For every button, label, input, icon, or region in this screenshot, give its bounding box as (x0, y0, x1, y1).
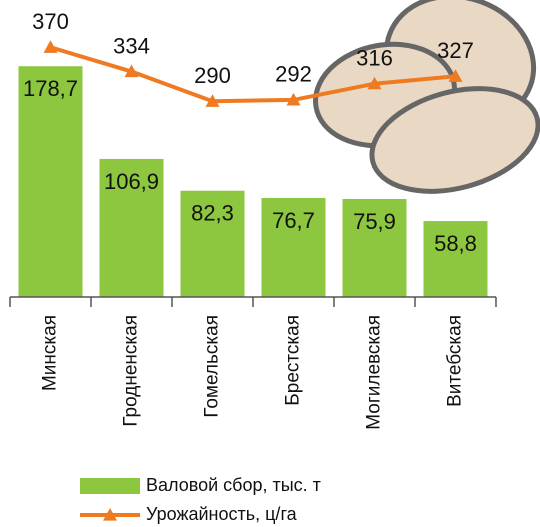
line-value-label: 370 (32, 9, 69, 34)
bar-value-label: 106,9 (104, 169, 159, 194)
bar (180, 190, 245, 297)
bar (18, 66, 83, 297)
line-marker (205, 94, 220, 107)
line-value-label: 327 (437, 38, 474, 63)
x-tick-label: Минская (40, 315, 61, 391)
line-marker (448, 69, 463, 82)
x-tick-label: Гомельская (202, 315, 223, 418)
bar (342, 198, 407, 297)
line-marker (124, 64, 139, 78)
bar (99, 158, 164, 297)
line-series (49, 45, 456, 104)
bar-value-label: 58,8 (434, 231, 477, 256)
line-value-label: 292 (275, 62, 312, 87)
bar (261, 197, 326, 297)
line-value-label: 334 (113, 33, 150, 58)
bar (423, 221, 488, 297)
legend-label: Валовой сбор, тыс. т (146, 475, 321, 495)
x-tick-label: Гродненская (121, 315, 142, 427)
bar-value-label: 76,7 (272, 208, 315, 233)
x-tick-label: Брестская (283, 315, 304, 406)
legend-label: Урожайность, ц/га (146, 504, 298, 524)
bar-value-label: 75,9 (353, 209, 396, 234)
line-marker (43, 40, 58, 53)
x-tick-label: Могилевская (364, 315, 385, 430)
potato-illustration (313, 0, 540, 194)
line-value-label: 290 (194, 63, 231, 88)
bar-value-label: 82,3 (191, 201, 234, 226)
legend-marker (103, 508, 117, 521)
line-marker (286, 92, 301, 106)
line-marker (367, 76, 382, 90)
line-value-label: 316 (356, 46, 393, 71)
bar-value-label: 178,7 (23, 76, 78, 101)
x-tick-label: Витебская (445, 315, 466, 407)
legend-swatch (80, 478, 140, 494)
